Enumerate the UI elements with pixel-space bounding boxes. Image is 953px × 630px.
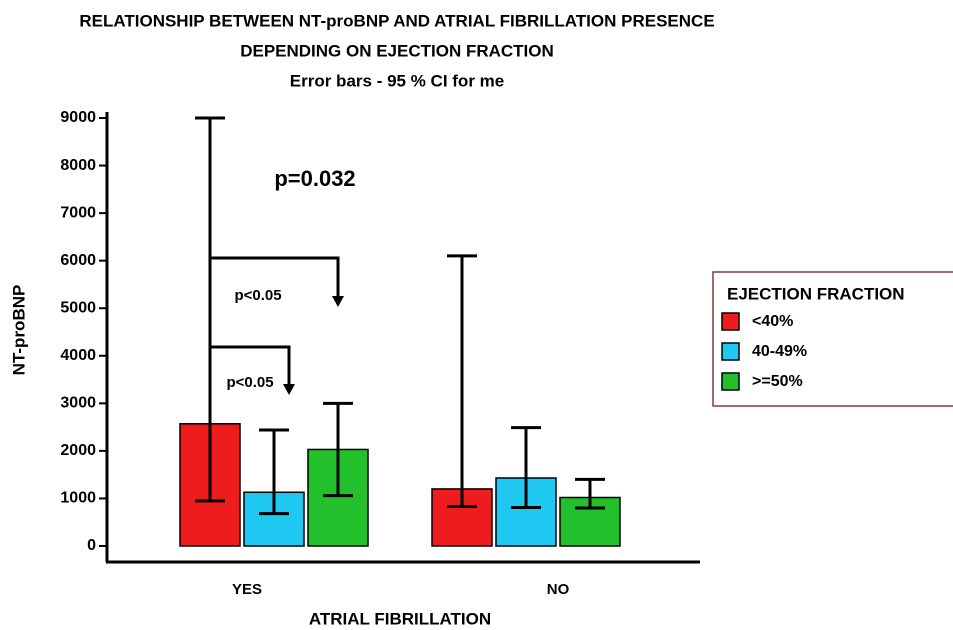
x-tick-label: YES: [232, 581, 262, 598]
y-tick-label: 0: [87, 537, 96, 554]
bracket: [210, 256, 340, 388]
y-tick-label: 9000: [60, 109, 96, 126]
chart-title: RELATIONSHIP BETWEEN NT-proBNP AND ATRIA…: [79, 11, 714, 30]
y-axis-label: NT-proBNP: [9, 285, 28, 376]
x-axis-label: ATRIAL FIBRILLATION: [309, 609, 491, 628]
legend-swatch: [721, 372, 740, 391]
arrowhead: [283, 296, 344, 395]
y-tick-label: 6000: [60, 252, 96, 269]
y-tick-label: 1000: [60, 490, 96, 507]
legend-swatch: [721, 342, 740, 361]
annotation: p<0.05: [226, 374, 273, 391]
annotation: p=0.032: [274, 166, 355, 191]
legend-label: >=50%: [752, 373, 803, 390]
legend-swatch: [721, 312, 740, 331]
annotation: p<0.05: [234, 287, 281, 304]
chart-subtitle: DEPENDING ON EJECTION FRACTION: [240, 41, 554, 60]
y-tick-label: 2000: [60, 442, 96, 459]
y-tick-label: 8000: [60, 157, 96, 174]
legend-label: <40%: [752, 313, 793, 330]
legend-label: 40-49%: [752, 343, 807, 360]
y-tick-label: 7000: [60, 204, 96, 221]
y-tick-label: 3000: [60, 395, 96, 412]
chart-subtitle: Error bars - 95 % CI for me: [290, 71, 504, 90]
x-tick-label: NO: [547, 581, 570, 598]
y-tick-label: 5000: [60, 299, 96, 316]
y-tick-label: 4000: [60, 347, 96, 364]
legend-box: [712, 271, 953, 407]
legend-title: EJECTION FRACTION: [727, 284, 905, 303]
